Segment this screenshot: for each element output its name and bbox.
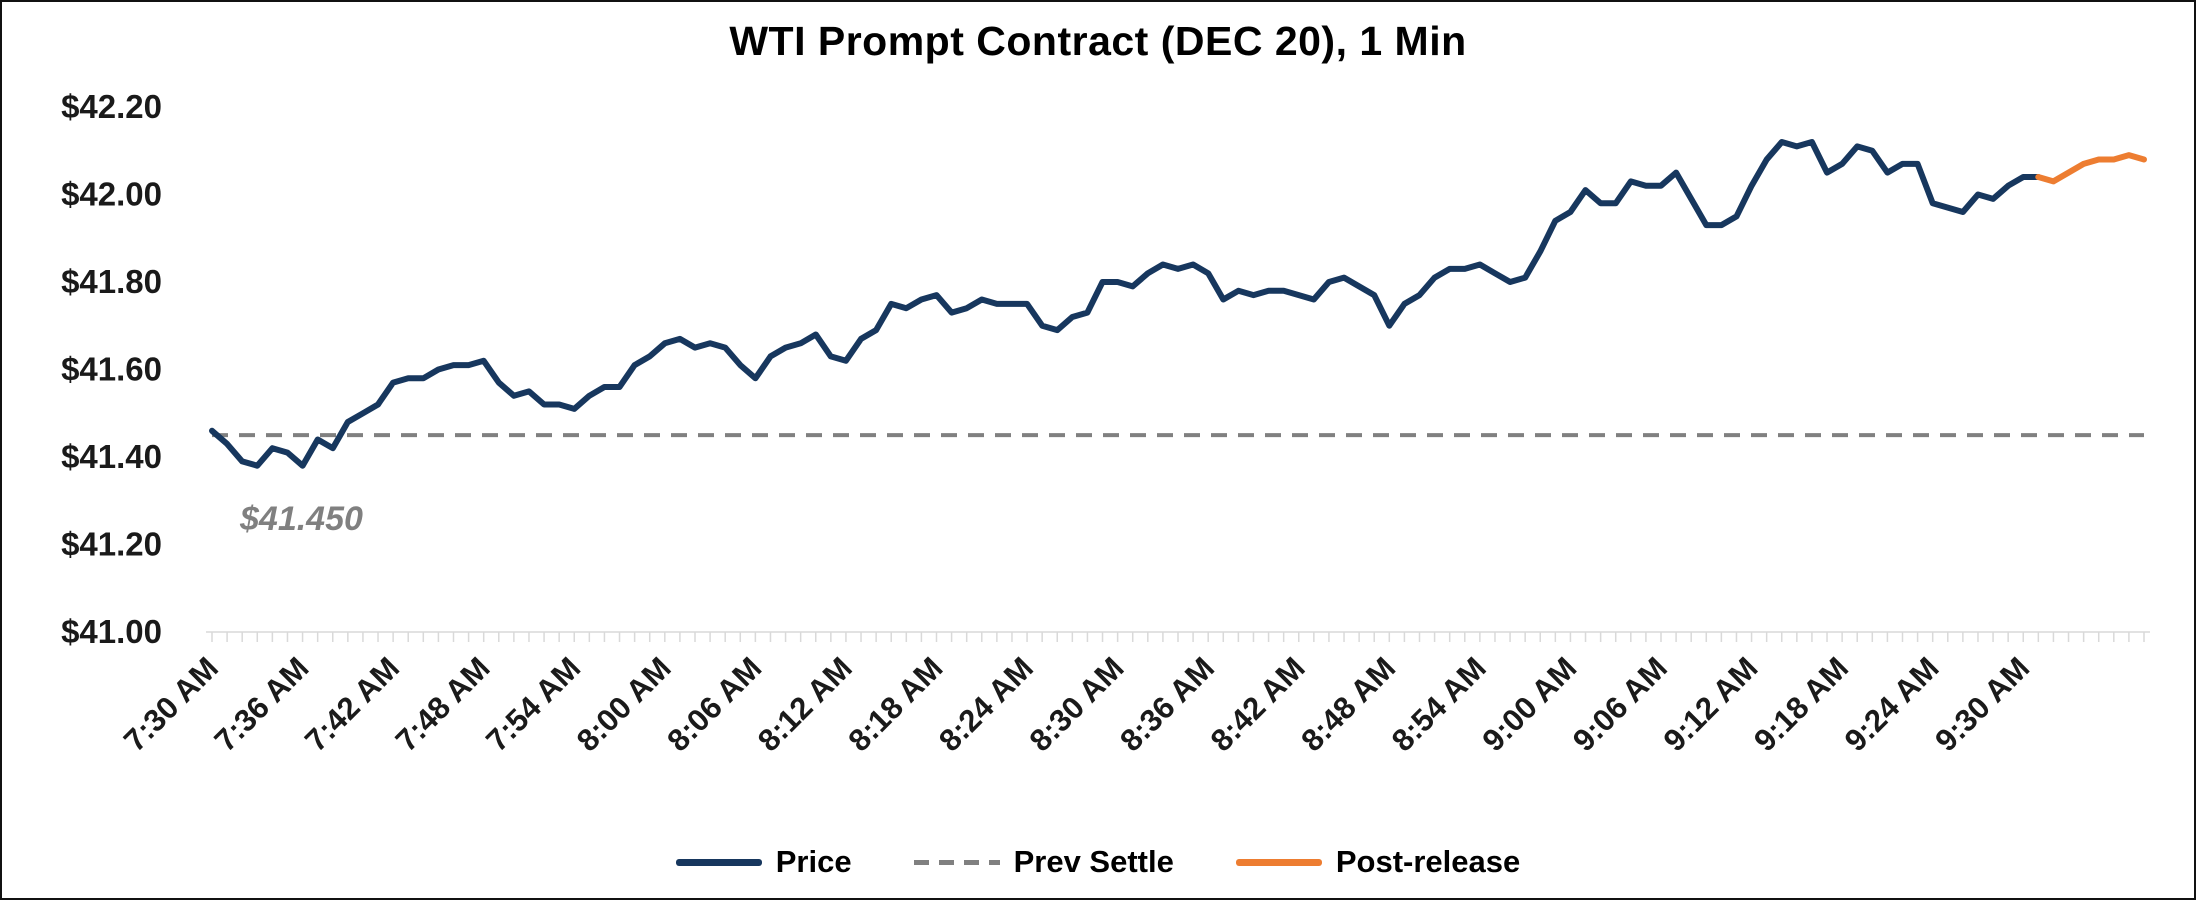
x-axis-label: 8:42 AM (1204, 650, 1312, 758)
x-axis-label: 7:54 AM (479, 650, 587, 758)
prev-settle-line-sample (913, 859, 1000, 865)
x-axis-label: 9:18 AM (1747, 650, 1855, 758)
x-axis-label: 8:12 AM (751, 650, 859, 758)
x-axis-label: 7:48 AM (389, 650, 497, 758)
x-axis-label: 7:36 AM (208, 650, 316, 758)
y-axis-label: $42.00 (61, 176, 162, 213)
y-axis-label: $41.80 (61, 263, 162, 300)
x-axis-label: 7:30 AM (117, 650, 225, 758)
price-line-sample (675, 858, 762, 866)
y-axis-label: $41.20 (61, 526, 162, 563)
y-axis-label: $41.60 (61, 351, 162, 388)
x-axis-label: 9:24 AM (1838, 650, 1946, 758)
legend: Price Prev Settle Post-release (2, 844, 2194, 880)
chart-title: WTI Prompt Contract (DEC 20), 1 Min (729, 18, 1467, 64)
x-axis-label: 8:18 AM (841, 650, 949, 758)
x-axis-label: 9:30 AM (1928, 650, 2036, 758)
x-axis-label: 8:36 AM (1113, 650, 1221, 758)
y-axis-label: $41.40 (61, 438, 162, 475)
legend-label-post-release: Post-release (1335, 844, 1521, 879)
y-axis-label: $41.00 (61, 613, 162, 650)
prev-settle-annotation: $41.450 (240, 500, 363, 538)
legend-label-price: Price (775, 844, 852, 879)
post-release-line (2035, 152, 2147, 185)
legend-item-price: Price (675, 844, 852, 880)
x-axis-label: 9:12 AM (1657, 650, 1765, 758)
y-axis-label: $42.20 (61, 88, 162, 125)
legend-item-prev-settle: Prev Settle (913, 844, 1174, 880)
x-axis-label: 8:00 AM (570, 650, 678, 758)
post-release-line-sample (1235, 858, 1322, 866)
x-axis-label: 9:06 AM (1566, 650, 1674, 758)
legend-item-post-release: Post-release (1235, 844, 1521, 880)
x-axis-label: 8:24 AM (932, 650, 1040, 758)
price-line (209, 139, 2042, 469)
x-axis-label: 8:54 AM (1385, 650, 1493, 758)
legend-label-prev-settle: Prev Settle (1013, 844, 1174, 879)
x-axis-label: 8:30 AM (1023, 650, 1131, 758)
x-axis-label: 7:42 AM (298, 650, 406, 758)
x-axis-label: 8:06 AM (660, 650, 768, 758)
x-axis-label: 8:48 AM (1294, 650, 1402, 758)
x-axis-label: 9:00 AM (1475, 650, 1583, 758)
